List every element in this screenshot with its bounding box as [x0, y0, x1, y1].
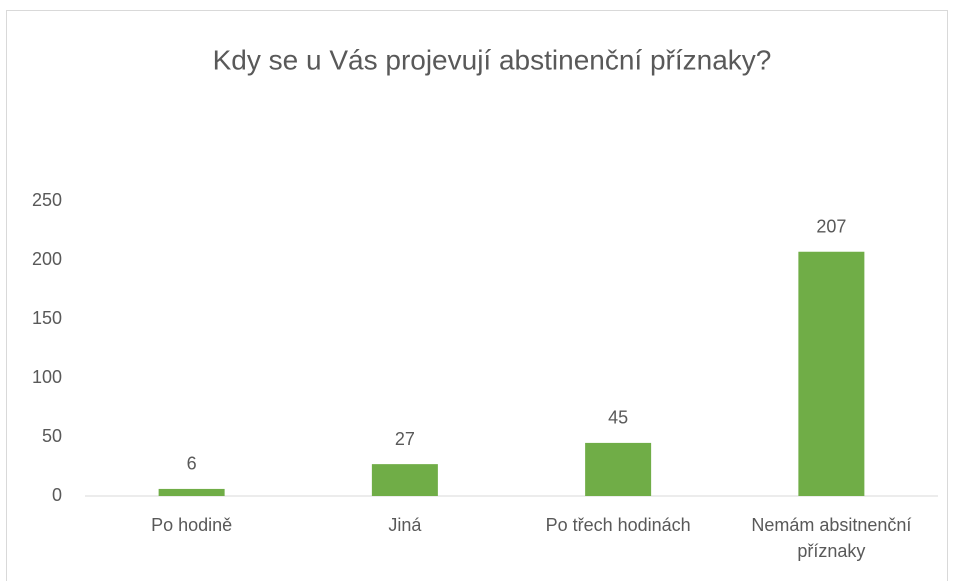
chart-frame — [6, 10, 948, 581]
bar — [585, 442, 652, 496]
bar — [158, 488, 225, 496]
y-tick-label: 150 — [32, 308, 62, 328]
y-tick-label: 0 — [52, 485, 62, 505]
x-tick-label: Nemám absitnenční příznaky — [751, 515, 912, 561]
chart-title: Kdy se u Vás projevují abstinenční přízn… — [213, 44, 772, 75]
x-tick-label: Po hodině — [151, 515, 233, 535]
data-label: 6 — [187, 454, 197, 474]
y-tick-label: 200 — [32, 249, 62, 269]
data-label: 207 — [816, 216, 846, 236]
data-label: 27 — [395, 429, 415, 449]
bar — [371, 464, 438, 496]
y-tick-label: 250 — [32, 190, 62, 210]
y-tick-label: 50 — [42, 426, 62, 446]
y-tick-label: 100 — [32, 367, 62, 387]
data-label: 45 — [608, 408, 628, 428]
x-tick-label: Jiná — [388, 515, 422, 535]
bar — [798, 251, 865, 496]
x-tick-label: Po třech hodinách — [545, 515, 691, 535]
